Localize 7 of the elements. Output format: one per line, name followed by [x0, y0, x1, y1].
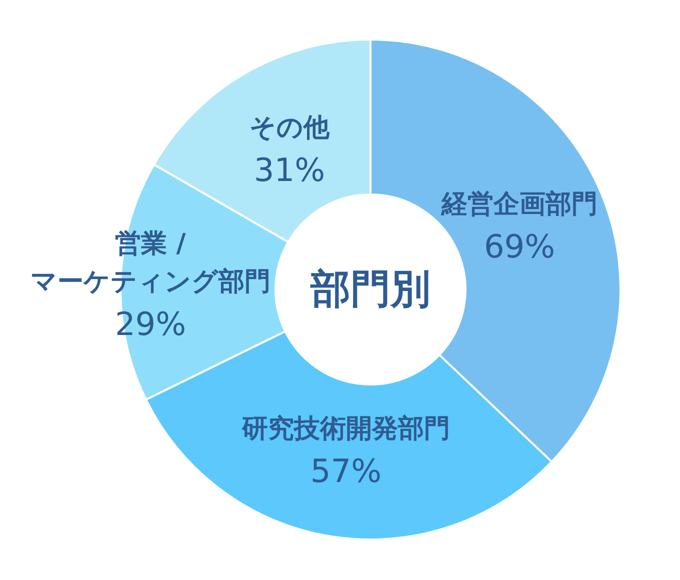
data-label: 31%: [254, 151, 325, 190]
slice-label: その他: [249, 113, 330, 144]
slice-label: 研究技術開発部門: [240, 414, 450, 444]
slice-label: 経営企画部門: [440, 190, 598, 220]
data-label: 69%: [484, 228, 556, 266]
data-label: 57%: [310, 452, 382, 490]
text: 部門別: [310, 266, 430, 312]
